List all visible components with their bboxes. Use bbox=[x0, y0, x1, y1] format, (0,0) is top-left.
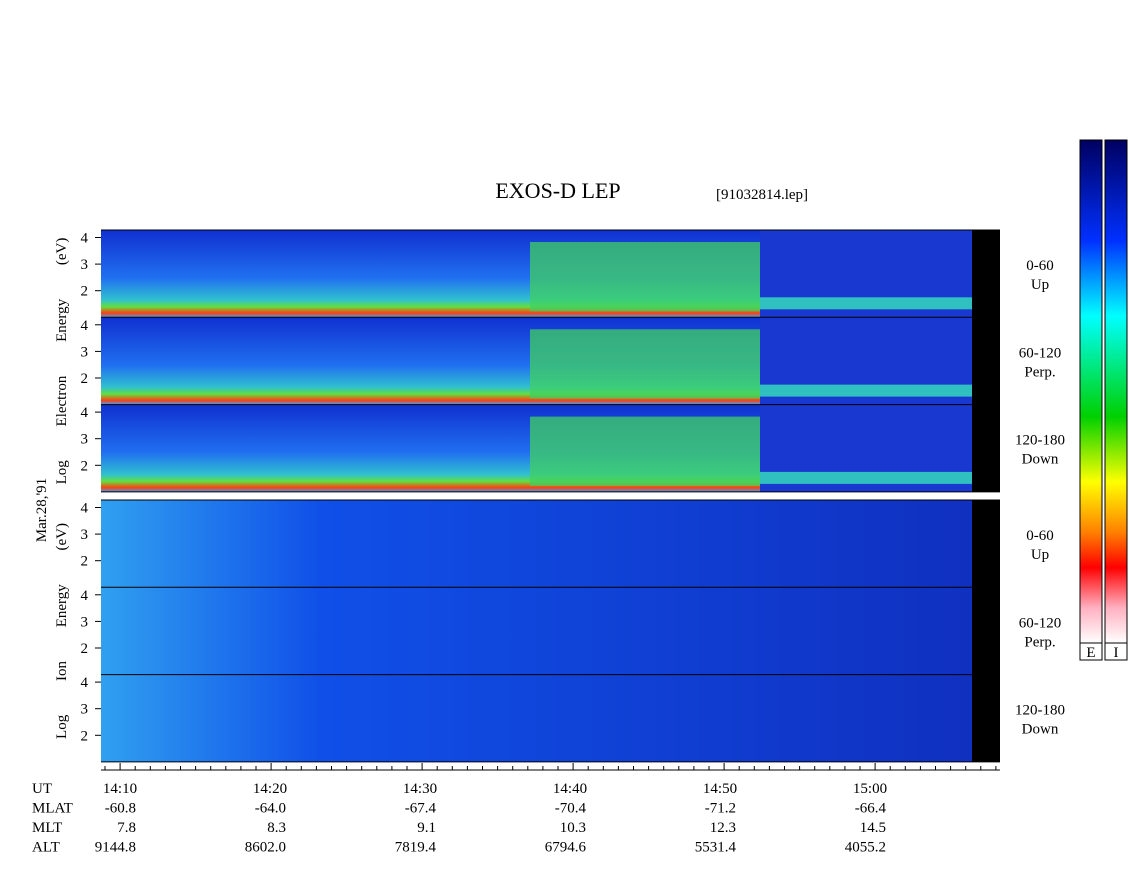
ephemeris-value: 7.8 bbox=[117, 820, 136, 836]
colorbar-label: E bbox=[1086, 645, 1095, 661]
ephemeris-value: -71.2 bbox=[705, 801, 736, 817]
burst-region bbox=[530, 242, 760, 312]
y-tick-label: 3 bbox=[81, 702, 89, 718]
ephemeris-value: -64.0 bbox=[255, 801, 286, 817]
colorbar bbox=[1079, 139, 1103, 644]
y-tick-label: 4 bbox=[81, 675, 89, 691]
low-band bbox=[760, 471, 972, 484]
burst-region bbox=[530, 329, 760, 399]
y-tick-label: 2 bbox=[81, 458, 89, 474]
y-tick-label: 3 bbox=[81, 432, 89, 448]
y-tick-label: 2 bbox=[81, 728, 89, 744]
row-name: MLAT bbox=[32, 801, 73, 817]
ephemeris-value: -67.4 bbox=[405, 801, 437, 817]
y-tick-label: 4 bbox=[81, 588, 89, 604]
direction-label: Down bbox=[1022, 722, 1059, 738]
ephemeris-value: 8602.0 bbox=[245, 840, 286, 856]
spectrogram bbox=[101, 674, 972, 762]
row-name: UT bbox=[32, 781, 52, 797]
ephemeris-value: 14:20 bbox=[253, 781, 287, 797]
ephemeris-value: -66.4 bbox=[855, 801, 887, 817]
data-gap bbox=[972, 404, 1000, 492]
low-band bbox=[760, 384, 972, 397]
row-name: ALT bbox=[32, 840, 60, 856]
data-gap bbox=[972, 317, 1000, 405]
direction-label: Up bbox=[1031, 547, 1049, 563]
y-tick-label: 2 bbox=[81, 554, 89, 570]
direction-label: Down bbox=[1022, 452, 1059, 468]
y-tick-label: 4 bbox=[81, 231, 89, 247]
pitch-label: 0-60 bbox=[1026, 258, 1054, 274]
row-name: MLT bbox=[32, 820, 62, 836]
pitch-label: 60-120 bbox=[1019, 345, 1062, 361]
y-axis-label: Log Ion Energy (eV) bbox=[54, 523, 70, 739]
y-tick-label: 2 bbox=[81, 284, 89, 300]
ephemeris-value: 14:40 bbox=[553, 781, 587, 797]
pitch-label: 120-180 bbox=[1015, 703, 1065, 719]
ephemeris-value: 6794.6 bbox=[545, 840, 587, 856]
ephemeris-value: 9144.8 bbox=[95, 840, 136, 856]
colorbar-box bbox=[1104, 642, 1128, 661]
y-tick-label: 4 bbox=[81, 318, 89, 334]
ephemeris-value: 4055.2 bbox=[845, 840, 886, 856]
data-gap bbox=[972, 500, 1000, 588]
ephemeris-value: 8.3 bbox=[267, 820, 286, 836]
pitch-label: 60-120 bbox=[1019, 615, 1062, 631]
y-tick-label: 2 bbox=[81, 371, 89, 387]
ephemeris-value: 14:30 bbox=[403, 781, 437, 797]
y-axis-label: Log Electron Energy (eV) bbox=[54, 238, 70, 485]
ephemeris-value: 9.1 bbox=[417, 820, 436, 836]
date: Mar.28,'91 bbox=[34, 478, 50, 542]
ephemeris-value: 14:50 bbox=[703, 781, 737, 797]
ephemeris-value: 5531.4 bbox=[695, 840, 737, 856]
data-gap bbox=[972, 587, 1000, 675]
ephemeris-value: 14:10 bbox=[103, 781, 137, 797]
data-gap bbox=[972, 230, 1000, 318]
spectrogram bbox=[101, 587, 972, 675]
direction-label: Perp. bbox=[1024, 634, 1055, 650]
direction-label: Up bbox=[1031, 277, 1049, 293]
y-tick-label: 3 bbox=[81, 344, 89, 360]
pitch-label: 0-60 bbox=[1026, 528, 1054, 544]
y-tick-label: 3 bbox=[81, 527, 89, 543]
y-tick-label: 3 bbox=[81, 614, 89, 630]
y-tick-label: 3 bbox=[81, 257, 89, 273]
title: EXOS-D LEP bbox=[495, 178, 620, 203]
ephemeris-value: 14.5 bbox=[860, 820, 886, 836]
spectrogram bbox=[101, 500, 972, 588]
ephemeris-value: 15:00 bbox=[853, 781, 887, 797]
colorbar-label: I bbox=[1114, 645, 1119, 661]
ephemeris-value: 10.3 bbox=[560, 820, 586, 836]
ephemeris-value: 12.3 bbox=[710, 820, 736, 836]
colorbar-box bbox=[1079, 642, 1103, 661]
y-tick-label: 4 bbox=[81, 405, 89, 421]
ephemeris-value: -60.8 bbox=[105, 801, 136, 817]
y-tick-label: 2 bbox=[81, 641, 89, 657]
low-band bbox=[760, 297, 972, 310]
data-gap bbox=[972, 674, 1000, 762]
direction-label: Perp. bbox=[1024, 364, 1055, 380]
ephemeris-value: 7819.4 bbox=[395, 840, 437, 856]
colorbar bbox=[1104, 139, 1128, 644]
y-tick-label: 4 bbox=[81, 501, 89, 517]
ephemeris-value: -70.4 bbox=[555, 801, 587, 817]
file-name: [91032814.lep] bbox=[716, 187, 808, 203]
burst-region bbox=[530, 416, 760, 486]
pitch-label: 120-180 bbox=[1015, 433, 1065, 449]
